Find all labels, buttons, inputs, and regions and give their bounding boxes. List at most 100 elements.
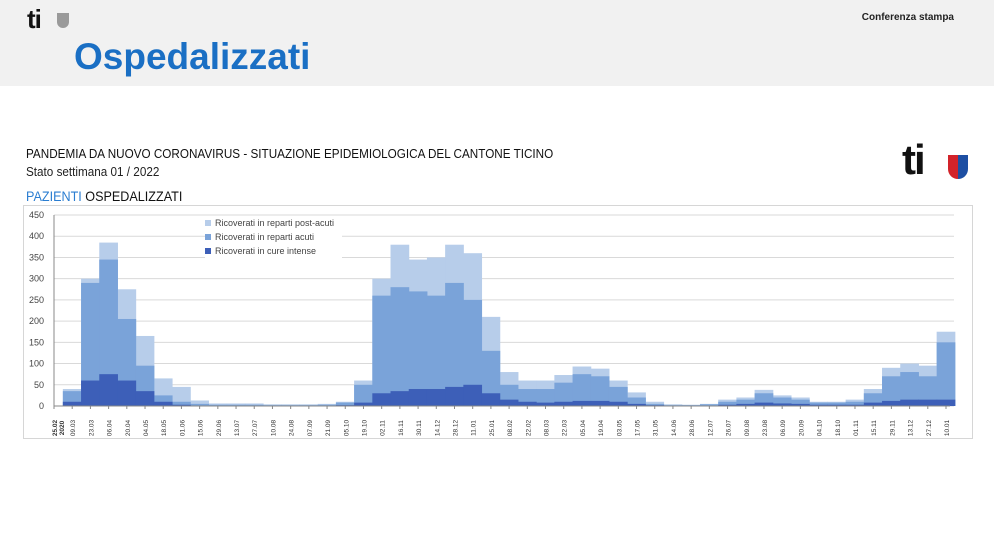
x-tick-label: 26.07 [726,419,733,436]
bar-acute [572,374,592,406]
bar-acute [882,376,901,406]
bar-icu [499,399,519,406]
x-tick-label: 04.05 [143,419,150,436]
section-title-black: OSPEDALIZZATI [85,188,183,204]
x-tick-label: 31.05 [653,419,660,436]
bar-icu [463,384,483,406]
bar-acute [791,399,810,406]
bar-acute [590,376,610,406]
y-tick-label: 150 [29,337,44,347]
bar-acute [426,295,446,406]
bar-icu [608,401,628,406]
x-tick-label: 29.11 [889,420,896,436]
chart-legend: Ricoverati in reparti post-acuti Ricovera… [205,216,343,258]
x-tick-label: 14.12 [434,419,441,436]
bar-icu [481,393,501,406]
bar-icu [572,400,592,406]
bar-acute [172,401,191,406]
ti-logo-large: ti [902,136,926,183]
bar-icu [772,403,792,406]
bar-acute [845,401,865,406]
x-tick-label: 27.12 [926,419,933,436]
bar-icu [445,386,464,406]
x-tick-label: 05.04 [580,419,587,436]
bar-acute [354,384,373,406]
bar-acute [317,404,337,406]
bar-acute [608,386,628,406]
bar-acute [718,401,737,406]
x-tick-label: 22.02 [525,419,532,436]
bar-acute [153,395,173,406]
bar-icu [827,404,847,406]
x-tick-label: 30.11 [416,420,423,436]
slide-subheading: Stato settimana 01 / 2022 [26,164,160,179]
bar-acute [445,282,464,406]
bar-post-acute [172,386,191,406]
bar-icu [81,380,100,406]
bar-acute [827,402,847,406]
bar-icu [882,400,901,406]
bar-acute [809,402,828,406]
bar-icu [809,404,828,406]
chart-frame [23,205,973,439]
legend-swatch [205,220,211,226]
page-title: Ospedalizzati [74,36,311,77]
legend-label: Ricoverati in cure intense [215,246,317,256]
bar-icu [62,401,82,406]
header-bar [0,0,994,86]
bar-acute [99,259,118,406]
bar-icu [99,374,118,406]
y-tick-label: 100 [29,359,44,369]
x-tick-label: 20.09 [798,419,805,436]
x-tick-label: 18.10 [835,419,842,436]
bar-icu [153,401,173,406]
x-tick-label: 04.10 [817,419,824,436]
x-first-year-label: 2020 [59,420,66,435]
bar-acute [226,404,246,406]
x-tick-label: 10.08 [270,419,277,436]
legend-swatch [205,234,211,240]
x-tick-label: 12.07 [707,419,714,436]
bar-icu [590,400,610,406]
bar-acute [627,397,646,406]
bar-icu [408,389,428,406]
x-tick-label: 20.04 [125,419,132,436]
x-tick-label: 09.03 [70,419,77,436]
x-tick-label: 22.03 [562,419,569,436]
x-tick-label: 25.02 [52,419,59,436]
y-tick-label: 450 [29,210,44,220]
bar-icu [554,401,574,406]
bar-acute [536,389,555,406]
bar-acute [699,404,719,406]
bar-acute [918,376,938,406]
bar-icu [517,401,537,406]
bar-acute [481,350,501,406]
bar-icu [736,403,756,406]
bar-icu [918,399,938,406]
bar-icu [936,399,956,406]
bar-acute [208,404,228,406]
legend-swatch [205,248,211,254]
bar-icu [135,391,155,406]
bar-icu [354,402,373,406]
x-tick-label: 28.12 [452,419,459,436]
bar-icu [426,389,446,406]
bar-icu [627,403,646,406]
x-tick-label: 10.01 [944,419,951,436]
x-tick-label: 21.09 [325,419,332,436]
x-tick-label: 05.10 [343,419,350,436]
y-tick-label: 300 [29,274,44,284]
bar-acute [936,342,956,406]
x-tick-label: 18.05 [161,419,168,436]
x-tick-label: 06.04 [107,419,114,436]
legend-item: Ricoverati in reparti acuti [205,230,334,244]
bar-acute [772,397,792,406]
bar-acute [390,287,410,406]
bar-acute [81,282,100,406]
x-tick-label: 23.08 [762,419,769,436]
bar-icu [791,403,810,406]
y-tick-label: 400 [29,231,44,241]
bar-icu [390,391,410,406]
x-tick-label: 19.10 [361,419,368,436]
